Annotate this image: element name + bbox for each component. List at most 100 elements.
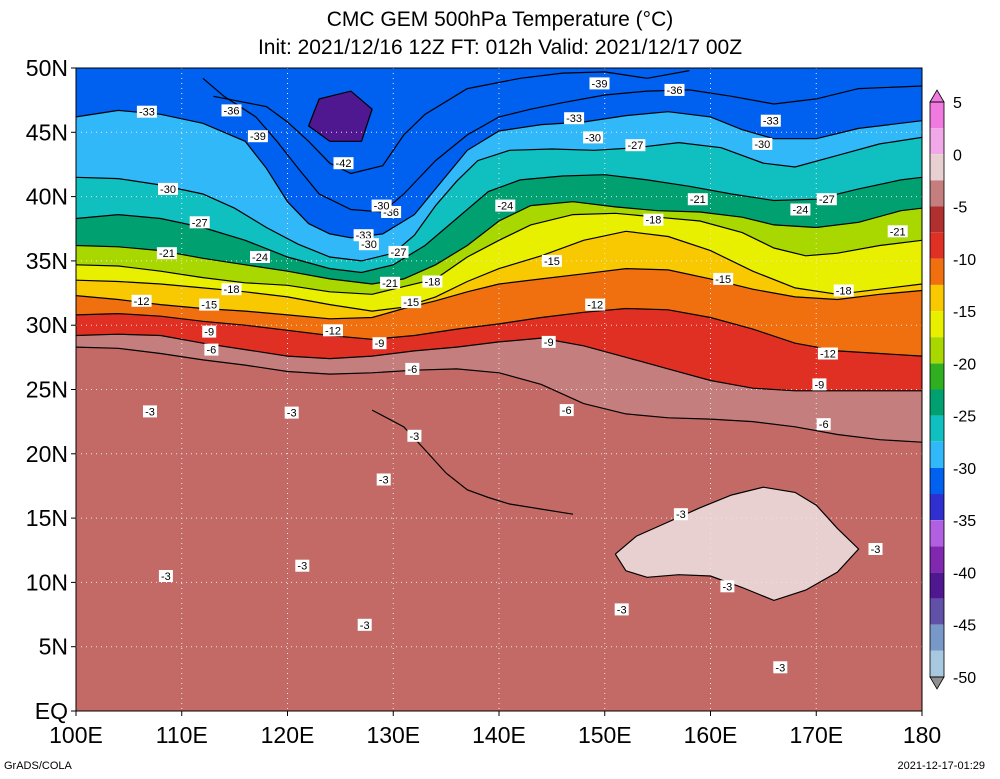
contour-label-bg [643, 213, 664, 226]
contour-label-bg [284, 406, 299, 419]
contour-label-bg [752, 137, 773, 150]
colorbar-swatch [930, 389, 944, 416]
contour-label-bg [541, 254, 562, 267]
contour-label: -24 [497, 201, 513, 213]
colorbar-tick-label: -50 [953, 670, 976, 687]
footer-credit: GrADS/COLA [4, 760, 72, 772]
contour-label-bg [816, 193, 837, 206]
lat-label: 45N [26, 119, 68, 145]
contour-label-bg [221, 283, 242, 296]
contour-m33 [76, 109, 922, 239]
contour-label-bg [589, 77, 610, 90]
contour-label-bg [376, 473, 391, 486]
colorbar-swatch [930, 258, 944, 285]
contour-label: -24 [792, 205, 808, 217]
contour-label: -3 [161, 571, 171, 583]
contour-label: -21 [890, 226, 906, 238]
lat-label: 40N [26, 184, 68, 210]
contour-label: -3 [723, 581, 733, 593]
contour-label-bg [204, 343, 219, 356]
contour-label: -9 [375, 338, 385, 350]
contour-label: -18 [836, 286, 852, 298]
contour-label: -18 [424, 277, 440, 289]
contour-label-bg [585, 298, 606, 311]
contour-label: -6 [562, 405, 572, 417]
contour-label: -33 [566, 113, 582, 125]
lon-label: 160E [684, 722, 738, 748]
contour-label-bg [156, 247, 177, 260]
contour-label-bg [713, 272, 734, 285]
contour-labels: -42-39-39-36-36-36-33-33 -33-33-30-30-30-… [131, 77, 908, 674]
colorbar-tick-label: -35 [953, 513, 976, 530]
contour-label: -6 [207, 345, 217, 357]
contour-m6 [76, 346, 922, 443]
colorbar-tick-label: -45 [953, 618, 976, 635]
contour-label-bg [760, 114, 781, 127]
colorbar-swatch [930, 624, 944, 651]
contour-label-bg [371, 199, 392, 212]
contour-label: -6 [819, 419, 829, 431]
contour-label-bg [559, 404, 574, 417]
contour-label-bg [625, 139, 646, 152]
colorbar-swatch [930, 102, 944, 129]
colorbar-tick-label: -5 [953, 200, 967, 217]
colorbar-swatch [930, 363, 944, 390]
contour-label: -30 [585, 132, 601, 144]
contour-label: -6 [407, 364, 417, 376]
colorbar-swatch [930, 154, 944, 181]
lon-label: 110E [156, 722, 208, 748]
colorbar-tick-label: 5 [953, 95, 962, 112]
contour-m12 [76, 307, 922, 357]
lon-label: 130E [366, 722, 420, 748]
colorbar-swatch [930, 467, 944, 494]
contour-label: -3 [617, 604, 627, 616]
contour-m42 [307, 90, 373, 142]
contour-label-bg [333, 157, 354, 170]
contour-label-bg [388, 245, 409, 258]
lat-label: 50N [26, 55, 68, 81]
contour-label: -9 [544, 337, 554, 349]
contour-label-bg [357, 618, 372, 631]
contour-label-bg [221, 104, 242, 117]
lon-label: 170E [789, 722, 843, 748]
contour-label: -12 [134, 296, 150, 308]
contour-label-bg [250, 251, 270, 263]
contour-label-bg [189, 216, 210, 229]
contour-label-bg [202, 325, 217, 338]
contour-label: -30 [361, 239, 377, 251]
contour-label-bg [358, 238, 379, 251]
contour-label: -21 [382, 278, 398, 290]
contour-label: -3 [145, 406, 155, 418]
colorbar-swatch [930, 598, 944, 625]
lon-label: 180 [903, 722, 941, 748]
colorbar-swatch [930, 441, 944, 468]
colorbar-tick-label: -30 [953, 461, 976, 478]
contour-label-bg [816, 418, 831, 431]
contour-label: -21 [159, 248, 175, 260]
lon-label: 120E [261, 722, 315, 748]
map-title: CMC GEM 500hPa Temperature (°C) [326, 8, 674, 31]
contour-label-bg [583, 131, 604, 144]
contour-label: -9 [815, 379, 825, 391]
colorbar-tick-label: -20 [953, 356, 976, 373]
colorbar-max-arrow [929, 89, 945, 103]
contour-label: -18 [645, 215, 661, 227]
contour-label: -3 [287, 408, 297, 420]
contour-label: -27 [391, 247, 407, 259]
contour-label: -33 [139, 107, 155, 119]
colorbar-swatch [930, 494, 944, 521]
colorbar-swatch [930, 128, 944, 155]
contour-m39 [213, 70, 690, 175]
temp-pocket [615, 487, 859, 601]
contour-label: -3 [676, 509, 686, 521]
colorbar-tick-label: -40 [953, 566, 976, 583]
contour-label-bg [158, 182, 178, 195]
contour-m36 [202, 77, 922, 213]
contour-label: -27 [819, 194, 835, 206]
contour-label-bg [158, 570, 173, 582]
contour-label: -3 [297, 561, 307, 573]
contour-m30 [76, 136, 922, 262]
temp-pocket [308, 91, 373, 142]
contour-label: -27 [192, 217, 208, 229]
contour-label: -30 [754, 139, 770, 151]
